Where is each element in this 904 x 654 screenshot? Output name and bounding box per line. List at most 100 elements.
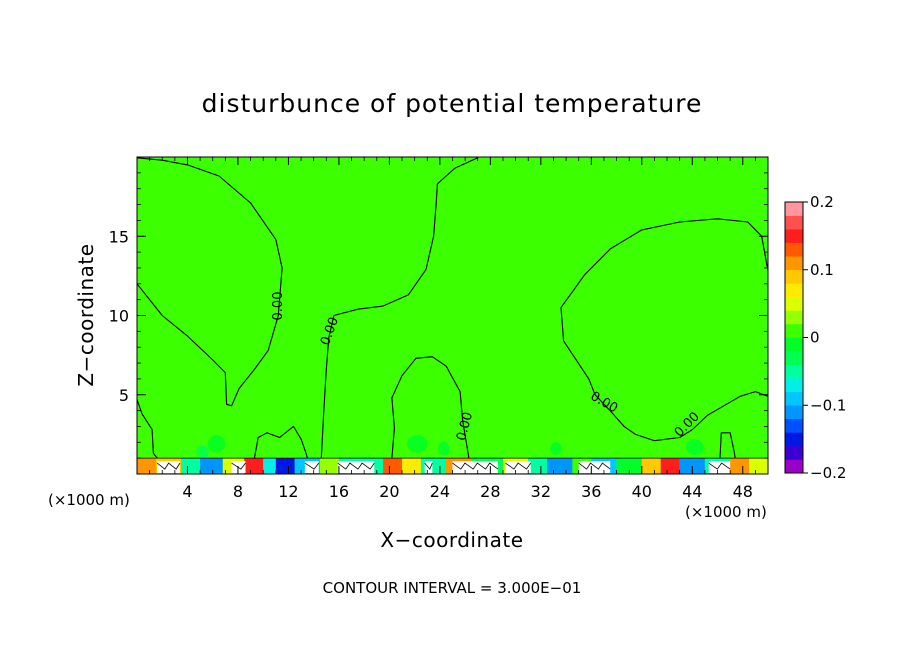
- colorbar-swatch: [785, 378, 803, 392]
- surface-patch: [452, 461, 498, 473]
- surface-cell: [200, 458, 223, 474]
- surface-patch: [157, 461, 180, 473]
- contour-line: [253, 425, 308, 459]
- surface-patch: [231, 461, 246, 473]
- surface-contour: [337, 462, 375, 470]
- surface-contour: [424, 462, 433, 470]
- x-tick-label: 40: [632, 482, 652, 501]
- surface-cell: [749, 458, 768, 474]
- contour-line: [719, 432, 736, 459]
- surface-contour: [156, 462, 181, 470]
- contour-line: [136, 157, 283, 407]
- colorbar-tick-label: 0.2: [810, 193, 834, 211]
- x-unit-left: (×1000 m): [48, 491, 130, 509]
- x-tick-label: 12: [278, 482, 298, 501]
- colorbar-swatch: [785, 432, 803, 447]
- surface-patch: [578, 461, 611, 473]
- colorbar-swatch: [785, 283, 803, 298]
- surface-contour: [231, 462, 246, 470]
- plot-background: [137, 157, 768, 474]
- x-axis: 4 8 12 16 20 24 28 32 36 40 44 48: [149, 157, 756, 501]
- colorbar-swatch: [785, 256, 803, 271]
- contour-label: 0.00: [454, 411, 476, 443]
- colorbar-swatch: [785, 459, 803, 474]
- x-tick-label: 16: [329, 482, 349, 501]
- x-unit-right: (×1000 m): [685, 503, 767, 521]
- contour-label: 0.00: [271, 292, 286, 321]
- x-tick-label: 44: [682, 482, 702, 501]
- colorbar-tick-label: −0.2: [810, 464, 846, 482]
- field-blob: [550, 442, 562, 455]
- x-tick-label: 48: [733, 482, 753, 501]
- contour-interval-note: CONTOUR INTERVAL = 3.000E−01: [323, 579, 582, 597]
- field-blob: [407, 435, 428, 453]
- surface-contour: [304, 462, 320, 470]
- surface-cell: [402, 458, 421, 474]
- x-tick-label: 24: [430, 482, 450, 501]
- colorbar-swatch: [785, 323, 803, 338]
- surface-contour: [708, 462, 731, 470]
- colorbar-swatch: [785, 269, 803, 284]
- surface-patch: [505, 461, 531, 473]
- surface-patch: [304, 461, 319, 473]
- surface-cell: [137, 458, 156, 474]
- surface-cell: [181, 458, 201, 474]
- contour-line: [391, 356, 470, 459]
- y-tick-label: 5: [119, 386, 129, 405]
- contour-line: [136, 399, 158, 459]
- surface-contour: [505, 462, 532, 470]
- surface-cell: [244, 458, 264, 474]
- field-blob: [207, 435, 226, 453]
- surface-contour: [578, 462, 611, 470]
- colorbar-swatch: [785, 364, 803, 379]
- y-tick-label: 15: [109, 227, 129, 246]
- surface-cell: [547, 458, 573, 474]
- y-axis-label: Z−coordinate: [74, 243, 98, 386]
- x-tick-label: 28: [480, 482, 500, 501]
- field-blob: [339, 370, 354, 413]
- colorbar-swatch: [785, 242, 803, 257]
- surface-cell: [319, 458, 339, 474]
- surface-cell: [383, 458, 403, 474]
- surface-cell: [730, 458, 750, 474]
- surface-contour: [452, 462, 499, 470]
- colorbar-swatch: [785, 418, 803, 433]
- surface-cell: [616, 458, 642, 474]
- colorbar-swatch: [785, 351, 803, 365]
- x-tick-label: 36: [581, 482, 601, 501]
- surface-cell: [263, 458, 276, 474]
- surface-cell: [641, 458, 661, 474]
- colorbar-tick-label: 0.1: [810, 261, 834, 279]
- colorbar-swatch: [785, 310, 803, 325]
- contour-lines: [136, 157, 769, 459]
- chart-title: disturbunce of potential temperature: [202, 89, 703, 118]
- colorbar-swatch: [785, 337, 803, 352]
- colorbar-tick-label: 0: [810, 329, 820, 347]
- contour-line: [560, 218, 769, 442]
- x-axis-label: X−coordinate: [380, 528, 523, 552]
- colorbar-swatch: [785, 215, 803, 230]
- colorbar-tick-label: −0.1: [810, 396, 846, 414]
- surface-patch: [337, 461, 375, 473]
- colorbar: 0.2 0.1 0 −0.1 −0.2: [784, 193, 846, 482]
- x-tick-label: 8: [233, 482, 243, 501]
- surface-cell: [660, 458, 680, 474]
- colorbar-swatch: [785, 229, 803, 243]
- y-tick-label: 10: [109, 307, 129, 326]
- x-tick-label: 20: [379, 482, 399, 501]
- surface-patch: [708, 461, 731, 473]
- colorbar-swatch: [785, 405, 803, 420]
- colorbar-swatch: [785, 445, 803, 460]
- surface-cell: [275, 458, 295, 474]
- colorbar-swatch: [785, 296, 803, 311]
- contour-line: [320, 157, 478, 459]
- colorbar-swatch: [785, 202, 803, 216]
- field-blob: [685, 439, 704, 455]
- field-blob: [437, 441, 450, 456]
- colorbar-swatch: [785, 391, 803, 406]
- plot-area: 0.000.000.000.000.00: [136, 156, 769, 475]
- x-tick-label: 32: [531, 482, 551, 501]
- surface-cell: [528, 458, 548, 474]
- x-tick-label: 4: [182, 482, 192, 501]
